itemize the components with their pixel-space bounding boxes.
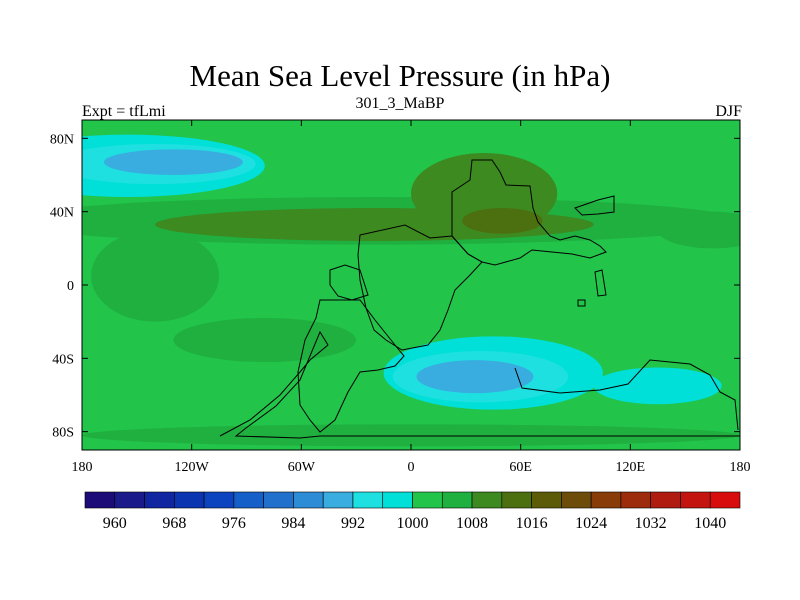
- colorbar-swatch: [263, 491, 294, 509]
- pressure-region-low-north-pacific-deep: [103, 149, 243, 176]
- coastlines: [219, 159, 740, 439]
- x-tick-label: 180: [72, 460, 93, 475]
- colorbar-label: 1024: [575, 515, 607, 532]
- colorbar: 960 968 976 984 992 1000 1008 1016 1024 1032 1040: [84, 491, 741, 532]
- colorbar-label: 1032: [635, 515, 667, 532]
- colorbar-label: 1040: [694, 515, 726, 532]
- colorbar-swatch: [114, 491, 145, 509]
- x-tick-label: 60W: [288, 460, 316, 475]
- colorbar-swatch: [352, 491, 384, 509]
- colorbar-swatch: [84, 491, 116, 509]
- colorbar-swatch: [590, 491, 622, 509]
- colorbar-label: 976: [222, 515, 246, 532]
- coastline-africa: [357, 224, 483, 351]
- coastline-australia: [514, 359, 739, 431]
- pressure-region-low-south-pacific-east: [593, 367, 722, 405]
- colorbar-label: 992: [341, 515, 365, 532]
- y-tick-label: 40S: [52, 352, 74, 367]
- coastline-japan: [574, 195, 615, 216]
- x-tick-label: 0: [408, 460, 415, 475]
- colorbar-swatch: [531, 491, 562, 509]
- coastline-asia-europe: [451, 159, 607, 266]
- pressure-map: [82, 120, 740, 450]
- coastline-north-america: [329, 264, 369, 301]
- chart-subtitle-center: 301_3_MaBP: [355, 95, 445, 112]
- coastline-indonesia: [577, 269, 607, 307]
- x-tick-label: 180: [730, 460, 751, 475]
- map-axes: 180 120W 60W 0 60E 120E 180 80N 40N 0 40S 80S: [50, 120, 751, 475]
- coastline-south-america: [297, 299, 405, 433]
- colorbar-swatch: [501, 491, 532, 509]
- coastline-antarctica: [219, 330, 740, 439]
- colorbar-label: 1000: [397, 515, 429, 532]
- colorbar-label: 968: [162, 515, 186, 532]
- y-tick-label: 80N: [50, 132, 74, 147]
- x-tick-label: 120W: [175, 460, 210, 475]
- colorbar-swatch: [620, 491, 651, 509]
- colorbar-label: 960: [103, 515, 127, 532]
- y-tick-label: 40N: [50, 206, 74, 221]
- pressure-region-high-subtropical-west-pacific: [657, 211, 740, 249]
- colorbar-swatch: [203, 491, 235, 509]
- x-tick-label: 120E: [616, 460, 646, 475]
- chart-subtitle-right: DJF: [715, 103, 742, 120]
- colorbar-swatch: [322, 491, 354, 509]
- colorbar-label: 1008: [456, 515, 488, 532]
- chart-subtitle-left: Expt = tfLmi: [82, 103, 166, 120]
- colorbar-swatch: [412, 491, 443, 509]
- pressure-region-high-equatorial-tongue: [91, 230, 220, 322]
- pressure-region-high-south-atlantic: [173, 318, 357, 362]
- colorbar-swatch: [144, 491, 175, 509]
- colorbar-swatch: [680, 491, 711, 509]
- colorbar-swatch: [561, 491, 592, 509]
- colorbar-swatch: [174, 491, 205, 509]
- colorbar-swatch: [441, 491, 473, 509]
- pressure-region-low-antarctic-deep: [416, 360, 534, 394]
- y-tick-label: 0: [67, 279, 74, 294]
- colorbar-swatch: [233, 491, 264, 509]
- colorbar-swatch: [293, 491, 324, 509]
- pressure-region-high-south-pole: [82, 424, 740, 447]
- colorbar-swatch: [382, 491, 413, 509]
- pressure-region-high-subtropical-max: [462, 208, 543, 234]
- chart-title: Mean Sea Level Pressure (in hPa): [189, 58, 611, 93]
- y-tick-label: 80S: [52, 426, 74, 441]
- colorbar-swatch: [709, 491, 741, 509]
- colorbar-label: 984: [281, 515, 305, 532]
- colorbar-swatch: [471, 491, 503, 509]
- colorbar-swatch: [650, 491, 681, 509]
- x-tick-label: 60E: [509, 460, 532, 475]
- colorbar-label: 1016: [516, 515, 548, 532]
